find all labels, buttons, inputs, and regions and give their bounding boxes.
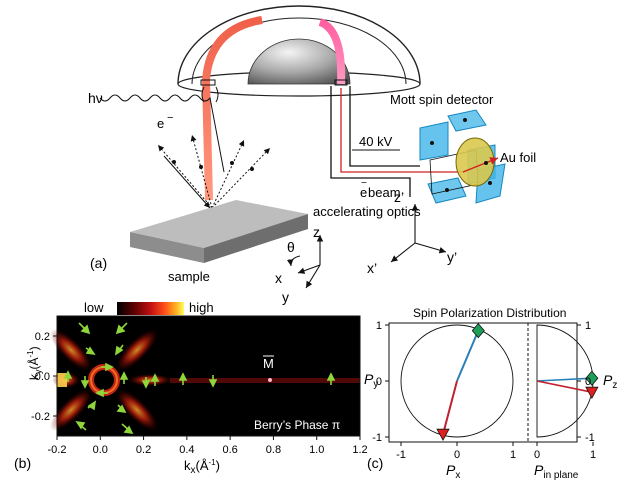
electron-charge: − — [167, 112, 173, 124]
transfer-tube-inner — [349, 86, 420, 167]
y-axis-label: y — [282, 289, 289, 305]
unit-circle — [400, 324, 514, 438]
entrance-slit — [200, 79, 216, 86]
spin-vector-line — [442, 380, 458, 435]
x-ticks: -0.2 0.0 0.2 0.4 0.6 0.8 1.0 1.2 — [48, 436, 368, 456]
x-tick-label: -0.2 — [48, 444, 67, 456]
beam-label-optics: accelerating optics — [313, 204, 421, 219]
intensity-features — [49, 328, 360, 432]
electron-path-in — [201, 16, 263, 201]
px-axis-label: Px — [446, 462, 460, 481]
y-tick-label: -0.2 — [31, 411, 50, 423]
spin-vector-line — [536, 377, 592, 382]
photoelectron-rays — [157, 134, 271, 209]
sample-side — [204, 214, 308, 263]
spin-marker-triangle — [436, 428, 450, 442]
beam-label-e: e — [360, 185, 367, 200]
sample-label: sample — [168, 269, 210, 284]
z-axis-label: z — [313, 224, 320, 240]
sample-axes — [286, 235, 324, 289]
x-axis-label: x — [275, 270, 282, 286]
x-tick-label: 0.0 — [93, 444, 108, 456]
panel-a-label: (a) — [90, 255, 107, 271]
analyzer-inner-shell — [191, 17, 407, 85]
spin-marker-triangle — [585, 386, 599, 400]
electron-label: e — [157, 116, 164, 131]
spin-distribution-title: Spin Polarization Distribution — [413, 306, 566, 320]
x-tick-label: 0.8 — [266, 444, 281, 456]
pin-tick-label: 0 — [534, 449, 540, 461]
det-y-label: y’ — [447, 249, 457, 265]
sample-top — [130, 200, 308, 248]
px-tick-label: 1 — [510, 449, 516, 461]
x-tick-label: 0.2 — [136, 444, 151, 456]
panel-c: Spin Polarization Distribution -1 0 1 0 110-… — [364, 306, 617, 481]
arpes-map — [57, 316, 360, 436]
detector-axes — [390, 204, 447, 263]
spin-arrows — [63, 322, 336, 435]
py-axis-label: Py — [364, 371, 378, 390]
inner-hemisphere — [247, 38, 351, 85]
photon-wave — [99, 94, 225, 173]
transfer-tube-outer — [330, 86, 411, 197]
spin-vector-line — [536, 380, 593, 393]
pinplane-axis-label: Pin plane — [534, 462, 579, 481]
spin-vectors — [436, 322, 599, 442]
x-tick-label: 0.6 — [222, 444, 237, 456]
spin-vector-line — [456, 330, 480, 382]
kx-axis-label: kx(Å-1) — [184, 458, 220, 476]
exit-slit — [334, 79, 348, 86]
beam-line — [340, 88, 463, 173]
spin-marker-diamond — [585, 370, 599, 386]
spin-ticks: -1 0 1 0 1 1 0 -1 1 0 -1 — [372, 320, 596, 461]
beam-label-sup: − — [361, 178, 367, 189]
colorbar-low: low — [84, 300, 104, 315]
panel-b: low high — [14, 300, 368, 476]
py-tick-label: 1 — [376, 320, 382, 332]
panel-c-label: (c) — [367, 455, 383, 471]
pz-tick-label: 1 — [585, 320, 591, 332]
pz-tick-label: -1 — [585, 432, 595, 444]
pz-axis-label: Pz — [603, 372, 617, 391]
analyzer-outer-shell — [177, 5, 421, 85]
py-tick-label: 0 — [376, 376, 382, 388]
m-point-label: M — [263, 356, 274, 371]
mott-detector — [419, 109, 506, 204]
berry-phase-caption: Berry’s Phase π — [254, 418, 340, 432]
spin-marker-diamond — [471, 322, 485, 339]
detector-title: Mott spin detector — [390, 92, 494, 107]
y-tick-label: 0.0 — [35, 371, 50, 383]
x-tick-label: 0.4 — [179, 444, 194, 456]
panel-a: hν e − sample (a) Mott spin detector 40 … — [88, 5, 536, 305]
ky-axis-label: ky(Å-1) — [26, 346, 43, 380]
m-point — [268, 378, 272, 382]
x-tick-label: 1.0 — [309, 444, 324, 456]
det-z-label: z’ — [394, 189, 404, 205]
px-tick-label: -1 — [396, 449, 406, 461]
theta-label: θ — [287, 239, 295, 255]
y-tick-label: 0.2 — [35, 331, 50, 343]
panel-b-label: (b) — [14, 455, 31, 471]
colorbar-high: high — [189, 300, 214, 315]
det-x-label: x’ — [367, 260, 377, 276]
colorbar — [117, 302, 184, 315]
y-ticks: 0.2 0.0 -0.2 — [31, 331, 57, 423]
beam-label-rest: beam — [368, 185, 401, 200]
spin-plot-frame — [388, 322, 578, 443]
px-tick-label: 0 — [454, 449, 460, 461]
pin-tick-label: 1 — [590, 449, 596, 461]
photon-label: hν — [88, 90, 103, 106]
x-tick-label: 1.2 — [352, 444, 367, 456]
voltage-label: 40 kV — [359, 134, 393, 149]
py-tick-label: -1 — [372, 432, 382, 444]
foil-label: Au foil — [500, 150, 536, 165]
sample-front — [130, 232, 204, 263]
pz-tick-label: 0 — [585, 376, 591, 388]
electron-path-out — [318, 18, 346, 85]
